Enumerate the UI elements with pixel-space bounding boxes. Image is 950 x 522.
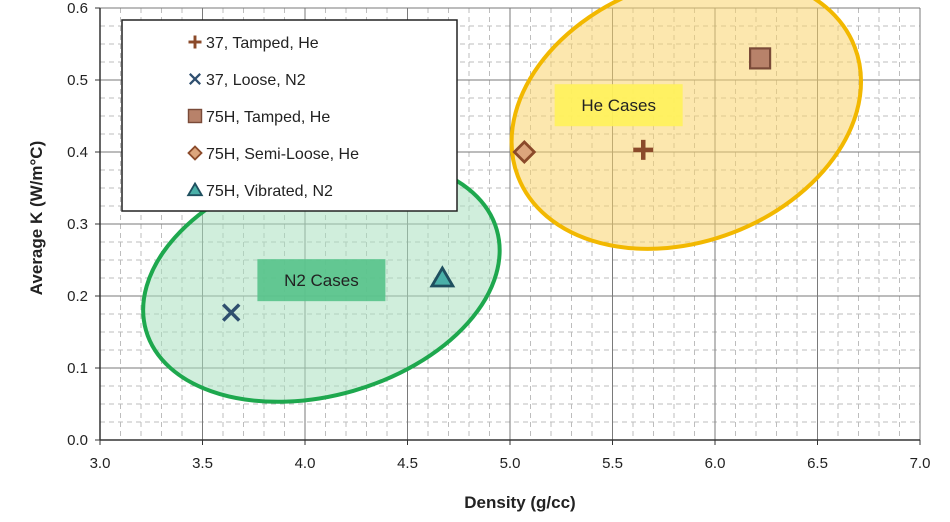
x-tick-label: 4.0 — [295, 455, 316, 472]
x-tick-label: 5.5 — [602, 455, 623, 472]
x-tick-label: 6.5 — [807, 455, 828, 472]
x-tick-label: 3.5 — [192, 455, 213, 472]
legend-entry-label: 75H, Semi-Loose, He — [206, 146, 359, 163]
legend-marker-x — [188, 72, 202, 86]
data-point-diamond — [512, 140, 537, 164]
annotation-ellipse-0 — [509, 0, 864, 251]
annotation-label-0: He Cases — [581, 96, 656, 115]
legend-entry-label: 37, Loose, N2 — [206, 72, 306, 89]
x-tick-label: 5.0 — [500, 455, 521, 472]
x-tick-label: 7.0 — [910, 455, 931, 472]
y-tick-label: 0.4 — [67, 144, 88, 161]
y-tick-label: 0.0 — [67, 432, 88, 449]
x-tick-label: 3.0 — [90, 455, 111, 472]
annotations: He Cases N2 Cases — [141, 0, 864, 404]
data-point-triangle — [429, 265, 456, 288]
legend-marker-diamond — [187, 145, 203, 161]
annotation-box-0 — [554, 84, 683, 127]
y-tick-label: 0.5 — [67, 72, 88, 89]
annotation-box-1 — [257, 259, 386, 302]
annotation-label-1: N2 Cases — [284, 271, 359, 290]
data-point-square — [748, 47, 772, 70]
y-tick-label: 0.6 — [67, 0, 88, 17]
x-axis-label: Density (g/cc) — [464, 493, 575, 512]
legend-marker-plus — [188, 35, 202, 49]
x-tick-label: 4.5 — [397, 455, 418, 472]
legend-marker-square — [187, 108, 203, 124]
legend-entry-label: 37, Tamped, He — [206, 35, 319, 52]
axes: 3.0 3.5 4.0 4.5 5.0 5.5 6.0 6.5 7.0 0.0 0.1 0.2 0.3 0… — [67, 0, 930, 472]
y-axis-label: Average K (W/m°C) — [27, 141, 46, 295]
legend-box — [121, 19, 458, 212]
y-tick-label: 0.2 — [67, 288, 88, 305]
x-tick-label: 6.0 — [705, 455, 726, 472]
y-tick-label: 0.1 — [67, 360, 88, 377]
legend-marker-triangle — [186, 181, 204, 197]
y-tick-label: 0.3 — [67, 216, 88, 233]
legend: 37, Tamped, He 37, Loose, N2 75H, Tamped, … — [121, 19, 458, 212]
legend-entry-label: 75H, Vibrated, N2 — [206, 183, 333, 200]
data-point-x — [221, 303, 241, 322]
data-point-plus — [633, 139, 654, 160]
legend-entry-label: 75H, Tamped, He — [206, 109, 330, 126]
data-points — [221, 47, 772, 322]
